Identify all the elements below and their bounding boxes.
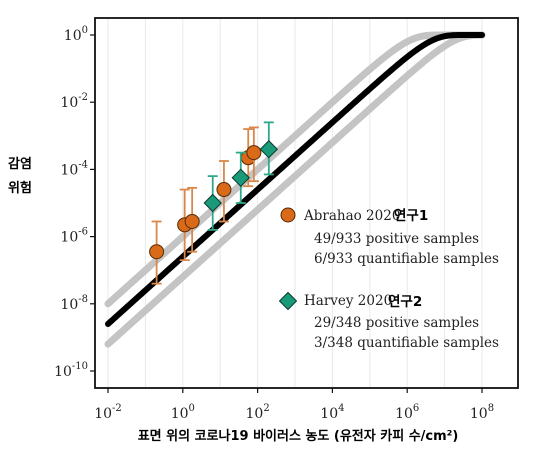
y-axis-title-line-2: 위험 (8, 180, 32, 196)
model-curve-central (105, 32, 485, 327)
x-tick-label: 104 (320, 403, 344, 422)
x-tick-label: 10-2 (94, 403, 122, 422)
legend-detail-harvey-quantifiable: 3/348 quantifiable samples (314, 335, 499, 351)
legend-series-label-harvey: 연구2 (388, 294, 422, 310)
legend-series-name-abrahao: Abrahao 2020 (303, 208, 400, 224)
y-tick-label: 10-6 (60, 227, 88, 246)
axis-ticks: 10-2 100 102 104 106 108 100 10-2 10-4 10-6 10-8 10… (54, 25, 494, 422)
x-tick-label: 106 (395, 403, 419, 422)
data-points (149, 121, 279, 285)
legend-detail-abrahao-positive: 49/933 positive samples (314, 231, 479, 247)
model-curve-lower (104, 31, 486, 348)
x-tick-label: 100 (171, 403, 195, 422)
data-point-harvey (259, 140, 279, 159)
y-tick-label: 10-2 (60, 92, 88, 111)
data-point-abrahao (149, 244, 165, 260)
legend-series-label-abrahao: 연구1 (394, 208, 428, 224)
model-curve-upper (104, 31, 486, 308)
x-axis-title: 표면 위의 코로나19 바이러스 농도 (유전자 카피 수/cm²) (138, 428, 459, 444)
y-tick-label: 10-10 (54, 361, 88, 380)
data-point-abrahao (246, 145, 262, 161)
y-axis-title-line-1: 감염 (8, 156, 32, 172)
plot-frame (94, 17, 519, 389)
data-point-abrahao (216, 182, 232, 198)
model-curves (104, 31, 486, 348)
legend-marker-abrahao (280, 207, 296, 223)
data-point-abrahao (184, 213, 200, 229)
y-tick-label: 10-8 (60, 294, 88, 313)
y-tick-label: 10-4 (60, 159, 88, 178)
y-tick-label: 100 (64, 25, 88, 44)
data-point-harvey (231, 168, 250, 187)
x-tick-label: 108 (470, 403, 494, 422)
data-point-harvey (203, 193, 222, 213)
legend-detail-harvey-positive: 29/348 positive samples (314, 315, 479, 331)
legend: Abrahao 2020 연구1 49/933 positive samples… (278, 207, 499, 351)
x-tick-label: 102 (245, 403, 269, 422)
grid (107, 18, 483, 388)
legend-detail-abrahao-quantifiable: 6/933 quantifiable samples (314, 251, 499, 267)
legend-marker-harvey (278, 291, 298, 311)
legend-series-name-harvey: Harvey 2020 (304, 293, 392, 309)
